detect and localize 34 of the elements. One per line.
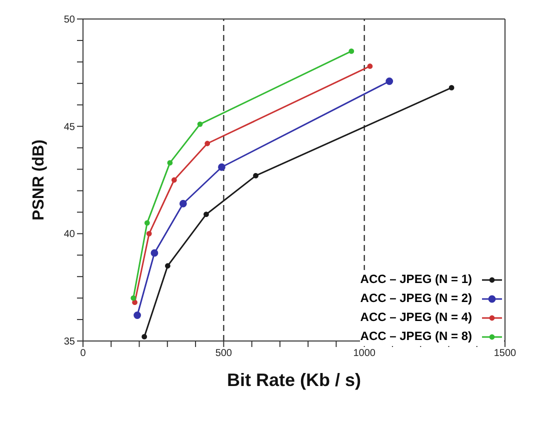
x-tick-label: 0 (80, 348, 86, 360)
point (253, 173, 258, 178)
point (146, 230, 152, 236)
x-tick-label: 1000 (353, 348, 376, 360)
legend-label: ACC – JPEG (N = 1) (360, 271, 472, 288)
y-tick-label: 50 (64, 14, 76, 26)
point (204, 212, 209, 218)
point (164, 263, 170, 269)
point (179, 200, 187, 208)
point (197, 121, 203, 127)
legend-label: ACC – JPEG (N = 4) (360, 309, 472, 326)
point (204, 140, 210, 146)
point (367, 64, 373, 69)
x-tick-label: 500 (215, 348, 232, 360)
y-tick-label: 40 (64, 229, 76, 240)
point (386, 78, 394, 85)
point (348, 48, 354, 54)
point (218, 163, 226, 171)
point (171, 177, 177, 183)
point (150, 249, 158, 257)
legend-label: ACC – JPEG (N = 2) (360, 290, 472, 307)
point (130, 295, 136, 301)
point (142, 334, 148, 340)
point (132, 300, 138, 306)
x-axis-title: Bit Rate (Kb / s) (226, 370, 362, 390)
point (448, 84, 454, 90)
x-tick-label: 1500 (494, 348, 517, 360)
point (144, 220, 150, 226)
legend-label: ACC – JPEG (N = 8) (360, 328, 472, 345)
point (167, 160, 173, 166)
y-axis-title: PSNR (dB) (30, 140, 48, 220)
point (134, 312, 141, 319)
y-tick-label: 45 (64, 122, 76, 133)
y-tick-label: 35 (64, 336, 76, 348)
